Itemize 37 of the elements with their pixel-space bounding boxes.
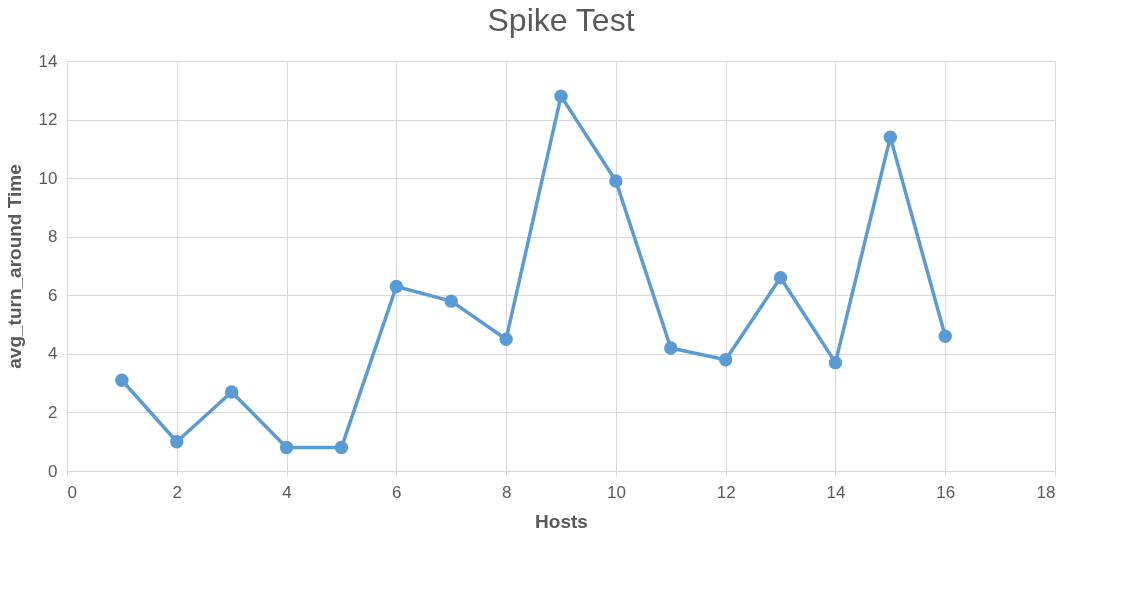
point: [554, 89, 568, 103]
point: [279, 440, 294, 455]
point: [883, 130, 898, 144]
x-tick-label: 18: [1036, 482, 1056, 502]
point: [170, 435, 184, 449]
point: [115, 373, 129, 387]
y-tick-label: 4: [48, 344, 58, 364]
point: [499, 332, 513, 346]
point: [938, 329, 952, 343]
y-tick-label: 12: [38, 110, 58, 130]
y-tick-label: 2: [48, 402, 58, 422]
x-tick-label: 6: [392, 482, 402, 502]
y-axis-title: avg_turn_around Time: [3, 164, 25, 369]
point: [609, 174, 623, 188]
x-axis-title: Hosts: [535, 510, 588, 532]
x-tick-label: 0: [67, 482, 77, 502]
y-tick-label: 6: [48, 285, 58, 305]
x-tick-label: 4: [282, 482, 292, 502]
y-tick-label: 0: [48, 461, 58, 481]
point: [224, 385, 239, 399]
x-tick-label: 14: [826, 482, 846, 502]
x-tick-label: 16: [936, 482, 956, 502]
point: [773, 271, 788, 285]
y-tick-label: 14: [38, 51, 58, 71]
point: [389, 279, 404, 294]
point: [828, 355, 843, 370]
x-tick-label: 12: [716, 482, 736, 502]
point: [718, 353, 733, 367]
point: [664, 341, 678, 355]
x-tick-label: 10: [606, 482, 626, 502]
y-tick-label: 10: [38, 168, 58, 188]
point: [444, 294, 458, 308]
point: [334, 440, 349, 455]
y-tick-label: 8: [48, 227, 58, 247]
chart-title: Spike Test: [487, 2, 635, 38]
x-tick-label: 8: [501, 482, 512, 502]
x-tick-label: 2: [172, 482, 183, 502]
